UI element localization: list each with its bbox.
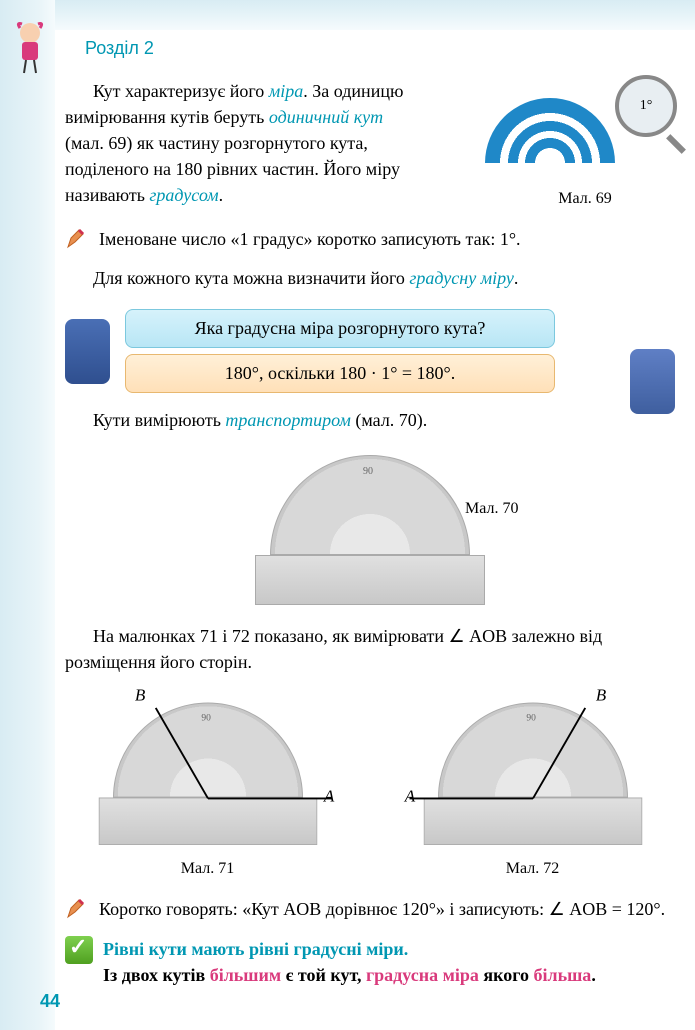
protractor-arc: 90 — [270, 455, 470, 555]
rule-text-block: Рівні кути мають рівні градусні міри. Із… — [103, 936, 596, 988]
note-1-text: Іменоване число «1 градус» коротко запис… — [99, 226, 521, 252]
girl-character-icon — [8, 18, 53, 78]
angle-ray-a — [208, 797, 332, 799]
unit-angle-semicircle — [485, 98, 615, 163]
pencil-icon — [65, 896, 89, 920]
text: Із двох кутів — [103, 965, 210, 985]
pencil-icon — [65, 226, 89, 250]
paragraph-2: Для кожного кута можна визначити його гр… — [65, 265, 675, 291]
figure-70-caption: Мал. 70 — [465, 500, 518, 518]
paragraph-3: Кути вимірюють транспортиром (мал. 70). — [65, 407, 675, 433]
chapter-header: Розділ 2 — [85, 38, 154, 59]
rule-1: Рівні кути мають рівні градусні міри. — [103, 936, 596, 962]
page-top-decoration — [0, 0, 695, 30]
checkmark-icon — [65, 936, 93, 964]
answer-box: 180°, оскільки 180 · 1° = 180°. — [125, 354, 555, 393]
protractor-base — [255, 555, 485, 605]
protractor-72: 90 A B — [423, 693, 642, 845]
figure-69-caption: Мал. 69 — [525, 190, 645, 208]
term-measure: міра — [269, 81, 304, 101]
protractor-mark-90: 90 — [526, 713, 536, 723]
protractor-mark-90: 90 — [363, 466, 373, 477]
page-left-decoration — [0, 0, 55, 1030]
text: Для кожного кута можна визначити його — [93, 268, 409, 288]
angle-ray-a — [409, 797, 533, 799]
angle-label-a: A — [323, 786, 333, 806]
protractor-arc: 90 — [438, 702, 628, 797]
character-left-icon — [65, 319, 110, 384]
figure-70-wrap: 90 Мал. 70 — [65, 445, 675, 615]
term-unit-angle: одиничний кут — [269, 107, 383, 127]
text-highlight: більшим — [210, 965, 281, 985]
figure-72-caption: Мал. 72 — [390, 860, 675, 878]
character-right-icon — [630, 349, 675, 414]
text: якого — [479, 965, 534, 985]
page-content: 1° Мал. 69 Кут характеризує його міра. З… — [65, 78, 675, 988]
question-answer-block: Яка градусна міра розгорнутого кута? 180… — [65, 309, 675, 393]
note-2-row: Коротко говорять: «Кут AOB дорівнює 120°… — [65, 896, 675, 922]
text: . — [219, 185, 224, 205]
protractor-base — [423, 797, 642, 845]
protractor-mark-90: 90 — [201, 713, 211, 723]
protractor-71: 90 A B — [98, 693, 317, 845]
protractor-70: 90 — [255, 445, 485, 605]
text-highlight: більша — [533, 965, 591, 985]
text: Кут характеризує його — [93, 81, 269, 101]
figure-72: 90 A B — [390, 689, 675, 854]
magnifier-icon: 1° — [615, 75, 677, 137]
term-protractor: транспортиром — [225, 410, 350, 430]
paragraph-1: Кут характеризує його міра. За одиницю в… — [65, 78, 405, 208]
figure-71-72-captions: Мал. 71 Мал. 72 — [65, 860, 675, 878]
figures-71-72-row: 90 A B 90 A B — [65, 689, 675, 854]
figure-71-caption: Мал. 71 — [65, 860, 350, 878]
term-degree-measure: градусну міру — [409, 268, 514, 288]
figure-71: 90 A B — [65, 689, 350, 854]
angle-label-b: B — [595, 685, 605, 705]
rule-2: Із двох кутів більшим є той кут, градусн… — [103, 962, 596, 988]
text-highlight: градусна міра — [366, 965, 479, 985]
text: Кути вимірюють — [93, 410, 225, 430]
text: . — [591, 965, 596, 985]
note-2-text: Коротко говорять: «Кут AOB дорівнює 120°… — [99, 896, 665, 922]
angle-label-a: A — [404, 786, 414, 806]
text: (мал. 70). — [351, 410, 427, 430]
figure-69: 1° — [485, 83, 685, 188]
protractor-arc: 90 — [113, 702, 303, 797]
text: рівні градусні міри — [249, 939, 404, 959]
text: . — [404, 939, 409, 959]
question-box: Яка градусна міра розгорнутого кута? — [125, 309, 555, 348]
page-number: 44 — [40, 991, 60, 1012]
rule-row: Рівні кути мають рівні градусні міри. Із… — [65, 936, 675, 988]
text: Рівні кути мають — [103, 939, 249, 959]
magnifier-label: 1° — [640, 98, 653, 114]
protractor-base — [98, 797, 317, 845]
term-degree: градусом — [149, 185, 218, 205]
paragraph-4: На малюнках 71 і 72 показано, як вимірюв… — [65, 623, 675, 675]
angle-label-b: B — [134, 685, 144, 705]
text: (мал. 69) як частину розгорнутого кута, … — [65, 133, 400, 205]
text: . — [514, 268, 519, 288]
text: є той кут, — [281, 965, 366, 985]
note-1-row: Іменоване число «1 градус» коротко запис… — [65, 226, 675, 252]
